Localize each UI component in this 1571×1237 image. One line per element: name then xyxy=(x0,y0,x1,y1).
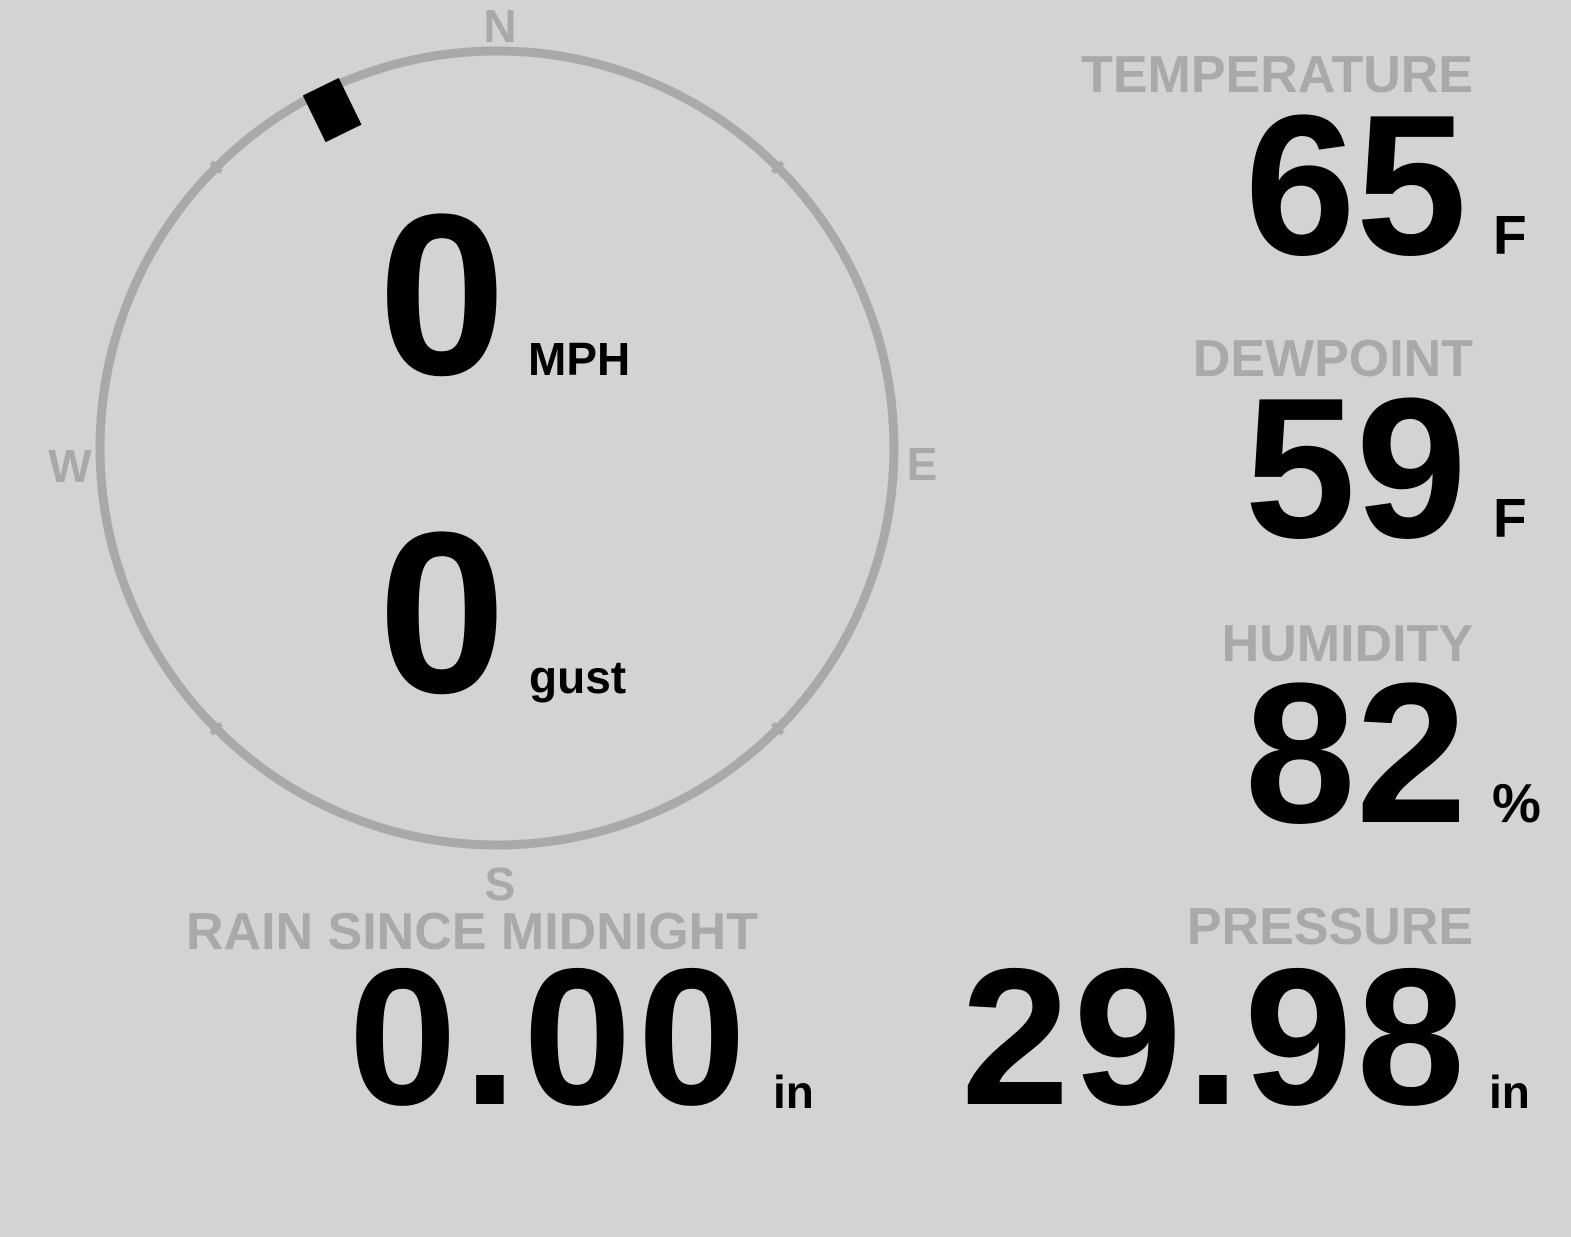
dewpoint-value: 59 xyxy=(1244,357,1467,580)
wind-gust-unit: gust xyxy=(529,651,627,703)
wind-speed-unit: MPH xyxy=(528,333,631,385)
compass-west: W xyxy=(48,440,92,492)
humidity-unit: % xyxy=(1492,772,1541,834)
dewpoint-label: DEWPOINT xyxy=(1192,330,1473,388)
compass-ring xyxy=(95,46,899,850)
wind-gust-value: 0 xyxy=(378,484,506,741)
rain-label: RAIN SINCE MIDNIGHT xyxy=(186,903,758,961)
temperature-unit: F xyxy=(1493,204,1527,266)
temperature-label: TEMPERATURE xyxy=(1081,46,1473,104)
wind-speed-value: 0 xyxy=(378,166,506,423)
compass-tick xyxy=(209,722,223,736)
compass-tick xyxy=(771,722,785,736)
compass-north: N xyxy=(483,0,517,52)
compass-south: S xyxy=(484,858,516,910)
rain-unit: in xyxy=(773,1066,814,1118)
compass-tick xyxy=(209,160,223,174)
humidity-value: 82 xyxy=(1244,642,1467,865)
wind-direction-marker xyxy=(302,77,362,143)
compass-east: E xyxy=(906,438,938,490)
humidity-label: HUMIDITY xyxy=(1221,615,1473,673)
temperature-value: 65 xyxy=(1244,74,1467,297)
rain-value: 0.00 xyxy=(348,928,752,1146)
pressure-label: PRESSURE xyxy=(1186,898,1473,956)
pressure-value: 29.98 xyxy=(961,928,1469,1146)
pressure-unit: in xyxy=(1489,1066,1530,1118)
compass-tick xyxy=(771,160,785,174)
dewpoint-unit: F xyxy=(1493,487,1527,549)
